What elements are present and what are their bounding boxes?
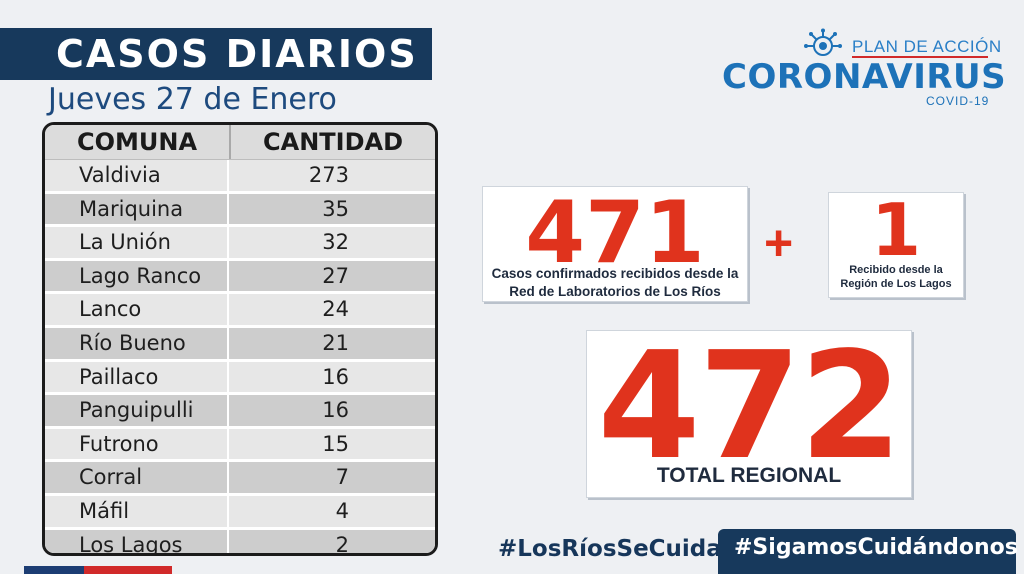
plus-sign: + xyxy=(764,215,794,271)
footer-red-bar xyxy=(84,566,172,574)
cantidad-cell: 15 xyxy=(322,431,349,456)
cantidad-cell: 27 xyxy=(322,263,349,288)
cantidad-cell: 273 xyxy=(308,163,349,187)
logo-covid-text: COVID-19 xyxy=(926,94,990,108)
comuna-cell: Los Lagos xyxy=(45,529,229,553)
table-row: Corral 7 xyxy=(45,462,435,496)
cantidad-cell: 16 xyxy=(322,398,349,423)
cantidad-cell: 4 xyxy=(335,498,349,523)
comuna-cell: Corral xyxy=(45,462,229,493)
hashtag-banner xyxy=(718,529,1016,574)
comuna-cell: Mariquina xyxy=(45,193,229,225)
logo-main-text: CORONAVIRUS xyxy=(722,57,1007,97)
total-value: 472 xyxy=(597,320,903,492)
other-region-card: 1 Recibido desde la Región de Los Lagos xyxy=(828,188,964,298)
footer-blue-bar xyxy=(24,566,84,574)
logo-plan-text: PLAN DE ACCIÓN xyxy=(852,37,1002,56)
column-header-comuna: COMUNA xyxy=(45,125,231,159)
cantidad-cell: 32 xyxy=(322,230,349,255)
hashtag-los-rios: #LosRíosSeCuida xyxy=(498,536,722,562)
total-card: 472 TOTAL REGIONAL xyxy=(586,330,912,498)
other-region-caption: Recibido desde la Región de Los Lagos xyxy=(829,263,963,291)
comuna-cell: Panguipulli xyxy=(45,395,229,426)
table-row: Valdivia 273 xyxy=(45,160,435,194)
lab-cases-card: 471 Casos confirmados recibidos desde la… xyxy=(482,183,748,302)
table-row: Máfil 4 xyxy=(45,495,435,530)
total-caption: TOTAL REGIONAL xyxy=(656,464,842,487)
table-row: Río Bueno 21 xyxy=(45,327,435,362)
logo-divider xyxy=(852,56,988,58)
table-row: Los Lagos 2 xyxy=(45,529,435,556)
other-caption-line-2: Región de Los Lagos xyxy=(840,278,952,290)
column-header-cantidad: CANTIDAD xyxy=(263,128,403,156)
comuna-cell: La Unión xyxy=(45,227,229,258)
lab-caption-line-2: Red de Laboratorios de Los Ríos xyxy=(509,284,721,299)
comuna-cell: Paillaco xyxy=(45,361,229,393)
comuna-cell: Máfil xyxy=(45,495,229,527)
comuna-cell: Futrono xyxy=(45,428,229,460)
comuna-cell: Río Bueno xyxy=(45,327,229,359)
cantidad-cell: 7 xyxy=(335,465,349,490)
comuna-cell: Valdivia xyxy=(45,160,229,191)
table-row: La Unión 32 xyxy=(45,227,435,261)
table-row: Lanco 24 xyxy=(45,294,435,328)
title-banner xyxy=(0,28,432,80)
other-region-value: 1 xyxy=(870,188,922,272)
table-header: COMUNA CANTIDAD xyxy=(45,125,435,160)
cantidad-cell: 35 xyxy=(322,196,349,221)
table-row: Panguipulli 16 xyxy=(45,395,435,429)
lab-caption-line-1: Casos confirmados recibidos desde la xyxy=(491,266,739,281)
cases-table: COMUNA CANTIDAD Valdivia 273 Mariquina 35 La… xyxy=(42,122,438,556)
other-caption-line-1: Recibido desde la xyxy=(849,264,943,276)
page-title: CASOS DIARIOS xyxy=(56,32,418,76)
table-row: Lago Ranco 27 xyxy=(45,260,435,295)
table-body: Valdivia 273 Mariquina 35 La Unión 32 Lago Ran… xyxy=(45,160,435,556)
lab-cases-value: 471 xyxy=(525,183,705,283)
hashtag-sigamos: #SigamosCuidándonos xyxy=(734,535,1018,560)
cantidad-cell: 16 xyxy=(322,364,349,389)
cantidad-cell: 24 xyxy=(322,297,349,322)
cantidad-cell: 2 xyxy=(335,532,349,556)
lab-cases-caption: Casos confirmados recibidos desde la Red… xyxy=(483,265,747,301)
table-row: Paillaco 16 xyxy=(45,361,435,396)
table-row: Mariquina 35 xyxy=(45,193,435,228)
comuna-cell: Lanco xyxy=(45,294,229,325)
table-row: Futrono 15 xyxy=(45,428,435,463)
date-subtitle: Jueves 27 de Enero xyxy=(48,82,337,117)
comuna-cell: Lago Ranco xyxy=(45,260,229,292)
virus-icon xyxy=(804,28,842,56)
cantidad-cell: 21 xyxy=(322,330,349,355)
